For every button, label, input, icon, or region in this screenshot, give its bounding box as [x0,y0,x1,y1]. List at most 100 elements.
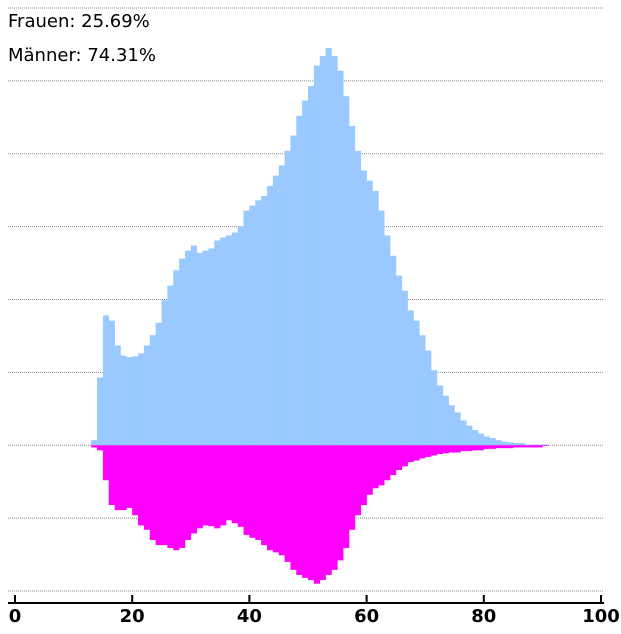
bar [132,445,139,516]
bar [202,250,209,446]
bar [220,445,227,526]
bar [255,445,262,540]
bar [530,444,537,446]
bar [431,445,438,456]
bar [501,441,508,446]
bar [167,285,174,446]
annotation: Männer: 74.31% [8,45,156,66]
bar [483,445,490,449]
bar [155,445,162,546]
bar [161,300,168,446]
bar [442,395,449,446]
x-tick-label: 80 [471,606,496,627]
bar [214,445,221,529]
bar [442,445,449,454]
bar [108,320,115,446]
bar [202,445,209,526]
bar [126,357,133,446]
bar [366,180,373,446]
bar [524,445,531,448]
bar [425,445,432,457]
bar [290,135,297,446]
bar [231,445,238,524]
bar [143,445,151,530]
bar [302,100,309,446]
bar [436,385,444,446]
bar [466,445,473,452]
bar [278,445,285,556]
bar [401,445,408,467]
bar [284,445,291,562]
bar [413,445,420,461]
bar [407,310,414,446]
bar [296,445,303,575]
bar [319,445,326,581]
bar [237,445,244,527]
bar [395,275,403,446]
bar [530,445,537,448]
bar [179,445,186,549]
bar [308,445,315,581]
bar [313,445,321,584]
bar [319,56,326,446]
bar [495,440,502,446]
bar [436,445,444,454]
bar [518,443,526,446]
bar [542,445,549,446]
bar [313,65,321,446]
bar [114,445,121,511]
bar [173,270,180,446]
bar [513,445,520,448]
bar [378,445,385,486]
bar [495,445,502,449]
bar [302,445,309,578]
bar [243,210,250,446]
bar [378,210,385,446]
bar [296,115,303,446]
bar [91,440,98,446]
bar [489,445,496,449]
bar [278,165,285,446]
bar [524,444,531,446]
annotation: Frauen: 25.69% [8,11,150,32]
bar [343,445,350,549]
bar [190,445,197,534]
bar [331,56,338,446]
bar [349,126,356,446]
bar [343,96,350,446]
bar [448,405,455,446]
bar [325,48,332,446]
bar [536,444,543,446]
bar [477,445,485,451]
bar [114,345,121,446]
bar [325,445,332,575]
bar [272,175,279,446]
bar [208,248,215,446]
bar [97,377,104,446]
bar [536,445,543,448]
bar [308,85,315,446]
bar [184,250,192,446]
bar [184,445,192,540]
bar [237,225,244,446]
bar [472,429,479,446]
bar [179,258,186,446]
bar [448,445,455,453]
bar [454,412,461,446]
bar [431,370,438,446]
bar [483,436,490,446]
bar [266,445,274,551]
bar [149,445,156,540]
bar [390,445,397,476]
bar [91,445,98,448]
bar [489,437,496,446]
bar [102,315,110,446]
bar [407,445,414,463]
bar [225,445,233,521]
bar [395,445,403,471]
bar [460,445,467,452]
bar [419,445,426,459]
bar [167,445,174,549]
bar [501,445,508,449]
